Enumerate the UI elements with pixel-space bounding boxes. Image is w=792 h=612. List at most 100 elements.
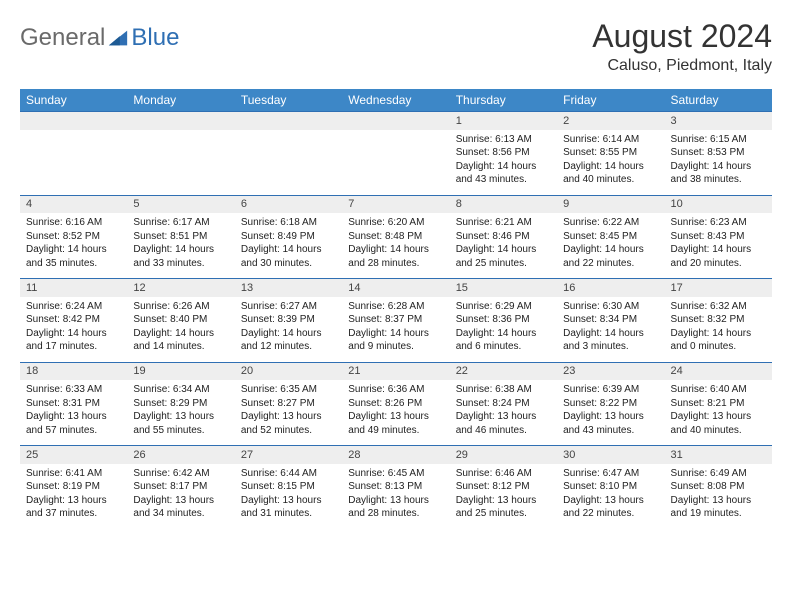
- day-number: 14: [342, 279, 449, 297]
- day-cell: Sunrise: 6:20 AMSunset: 8:48 PMDaylight:…: [342, 213, 449, 279]
- day2-text: and 19 minutes.: [671, 507, 766, 521]
- week-number-row: 18192021222324: [20, 362, 772, 380]
- day-cell: Sunrise: 6:18 AMSunset: 8:49 PMDaylight:…: [235, 213, 342, 279]
- sunrise-text: Sunrise: 6:41 AM: [26, 467, 121, 481]
- sunset-text: Sunset: 8:52 PM: [26, 230, 121, 244]
- sunset-text: Sunset: 8:49 PM: [241, 230, 336, 244]
- day-cell: Sunrise: 6:24 AMSunset: 8:42 PMDaylight:…: [20, 297, 127, 363]
- day-cell: [342, 130, 449, 196]
- week-number-row: 45678910: [20, 195, 772, 213]
- day-number: 7: [342, 195, 449, 213]
- day-cell: Sunrise: 6:46 AMSunset: 8:12 PMDaylight:…: [450, 464, 557, 529]
- sunrise-text: Sunrise: 6:42 AM: [133, 467, 228, 481]
- day1-text: Daylight: 14 hours: [241, 243, 336, 257]
- sunrise-text: Sunrise: 6:47 AM: [563, 467, 658, 481]
- day-cell: Sunrise: 6:40 AMSunset: 8:21 PMDaylight:…: [665, 380, 772, 446]
- day1-text: Daylight: 14 hours: [456, 160, 551, 174]
- day-header: Monday: [127, 89, 234, 112]
- week-number-row: 25262728293031: [20, 446, 772, 464]
- day-cell: Sunrise: 6:30 AMSunset: 8:34 PMDaylight:…: [557, 297, 664, 363]
- sunset-text: Sunset: 8:36 PM: [456, 313, 551, 327]
- day2-text: and 38 minutes.: [671, 173, 766, 187]
- day-cell: Sunrise: 6:41 AMSunset: 8:19 PMDaylight:…: [20, 464, 127, 529]
- sunset-text: Sunset: 8:13 PM: [348, 480, 443, 494]
- day2-text: and 33 minutes.: [133, 257, 228, 271]
- logo: General Blue: [20, 18, 179, 52]
- sunset-text: Sunset: 8:46 PM: [456, 230, 551, 244]
- day2-text: and 43 minutes.: [456, 173, 551, 187]
- day-number: 16: [557, 279, 664, 297]
- day-cell: Sunrise: 6:39 AMSunset: 8:22 PMDaylight:…: [557, 380, 664, 446]
- sunrise-text: Sunrise: 6:30 AM: [563, 300, 658, 314]
- day-cell: Sunrise: 6:27 AMSunset: 8:39 PMDaylight:…: [235, 297, 342, 363]
- day-cell: Sunrise: 6:33 AMSunset: 8:31 PMDaylight:…: [20, 380, 127, 446]
- sunset-text: Sunset: 8:42 PM: [26, 313, 121, 327]
- day1-text: Daylight: 14 hours: [133, 243, 228, 257]
- location: Caluso, Piedmont, Italy: [592, 57, 772, 75]
- day2-text: and 49 minutes.: [348, 424, 443, 438]
- sunrise-text: Sunrise: 6:16 AM: [26, 216, 121, 230]
- day-cell: Sunrise: 6:28 AMSunset: 8:37 PMDaylight:…: [342, 297, 449, 363]
- logo-text-general: General: [20, 24, 105, 52]
- day1-text: Daylight: 14 hours: [456, 327, 551, 341]
- sunset-text: Sunset: 8:21 PM: [671, 397, 766, 411]
- sunrise-text: Sunrise: 6:28 AM: [348, 300, 443, 314]
- sunset-text: Sunset: 8:27 PM: [241, 397, 336, 411]
- day-cell: [235, 130, 342, 196]
- sunset-text: Sunset: 8:26 PM: [348, 397, 443, 411]
- sunset-text: Sunset: 8:55 PM: [563, 146, 658, 160]
- sunrise-text: Sunrise: 6:34 AM: [133, 383, 228, 397]
- day-number: 12: [127, 279, 234, 297]
- day2-text: and 43 minutes.: [563, 424, 658, 438]
- day-cell: Sunrise: 6:44 AMSunset: 8:15 PMDaylight:…: [235, 464, 342, 529]
- day2-text: and 46 minutes.: [456, 424, 551, 438]
- day-cell: Sunrise: 6:36 AMSunset: 8:26 PMDaylight:…: [342, 380, 449, 446]
- day-number: 9: [557, 195, 664, 213]
- day-number: 6: [235, 195, 342, 213]
- day2-text: and 25 minutes.: [456, 257, 551, 271]
- sunset-text: Sunset: 8:32 PM: [671, 313, 766, 327]
- sunset-text: Sunset: 8:40 PM: [133, 313, 228, 327]
- day2-text: and 37 minutes.: [26, 507, 121, 521]
- day2-text: and 40 minutes.: [563, 173, 658, 187]
- sunset-text: Sunset: 8:10 PM: [563, 480, 658, 494]
- day1-text: Daylight: 14 hours: [26, 327, 121, 341]
- header: General Blue August 2024 Caluso, Piedmon…: [20, 18, 772, 75]
- day-number: [235, 112, 342, 130]
- day2-text: and 57 minutes.: [26, 424, 121, 438]
- title-block: August 2024 Caluso, Piedmont, Italy: [592, 18, 772, 75]
- day1-text: Daylight: 13 hours: [133, 494, 228, 508]
- sunrise-text: Sunrise: 6:15 AM: [671, 133, 766, 147]
- day2-text: and 9 minutes.: [348, 340, 443, 354]
- day-number: 1: [450, 112, 557, 130]
- sunset-text: Sunset: 8:08 PM: [671, 480, 766, 494]
- day-cell: Sunrise: 6:35 AMSunset: 8:27 PMDaylight:…: [235, 380, 342, 446]
- day-number: 20: [235, 362, 342, 380]
- sunrise-text: Sunrise: 6:26 AM: [133, 300, 228, 314]
- week-content-row: Sunrise: 6:24 AMSunset: 8:42 PMDaylight:…: [20, 297, 772, 363]
- sunset-text: Sunset: 8:45 PM: [563, 230, 658, 244]
- day1-text: Daylight: 14 hours: [348, 327, 443, 341]
- day1-text: Daylight: 14 hours: [671, 243, 766, 257]
- day-number: 26: [127, 446, 234, 464]
- day1-text: Daylight: 14 hours: [348, 243, 443, 257]
- week-content-row: Sunrise: 6:41 AMSunset: 8:19 PM Daylight:…: [20, 464, 772, 529]
- day-cell: Sunrise: 6:17 AMSunset: 8:51 PMDaylight:…: [127, 213, 234, 279]
- day-number: 10: [665, 195, 772, 213]
- sunrise-text: Sunrise: 6:20 AM: [348, 216, 443, 230]
- day-number: 3: [665, 112, 772, 130]
- sunset-text: Sunset: 8:19 PM: [26, 480, 121, 494]
- day-cell: Sunrise: 6:22 AMSunset: 8:45 PMDaylight:…: [557, 213, 664, 279]
- day2-text: and 31 minutes.: [241, 507, 336, 521]
- sunset-text: Sunset: 8:53 PM: [671, 146, 766, 160]
- day2-text: and 3 minutes.: [563, 340, 658, 354]
- day2-text: and 25 minutes.: [456, 507, 551, 521]
- sunrise-text: Sunrise: 6:21 AM: [456, 216, 551, 230]
- day-number: 31: [665, 446, 772, 464]
- day1-text: Daylight: 13 hours: [671, 494, 766, 508]
- sunset-text: Sunset: 8:17 PM: [133, 480, 228, 494]
- day1-text: Daylight: 13 hours: [241, 410, 336, 424]
- day-number: 29: [450, 446, 557, 464]
- day2-text: and 40 minutes.: [671, 424, 766, 438]
- day1-text: Daylight: 14 hours: [241, 327, 336, 341]
